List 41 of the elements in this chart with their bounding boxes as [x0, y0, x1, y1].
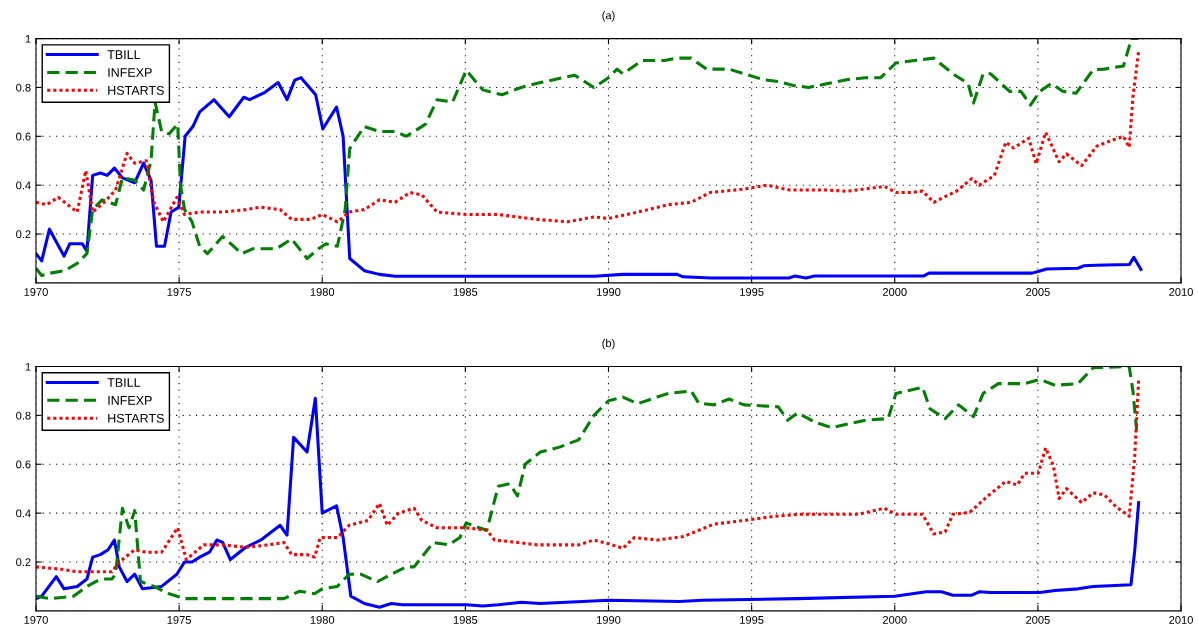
line-series	[35, 366, 1139, 601]
y-tick-label: 0.4	[16, 181, 31, 190]
x-tick-label: 1975	[167, 616, 191, 624]
line-series	[35, 38, 1141, 278]
x-tick-label: 1985	[453, 616, 478, 624]
line-series	[35, 76, 1143, 280]
y-tick-label: 0.6	[16, 132, 31, 141]
x-tick-label: 1970	[24, 616, 48, 624]
y-tick-label: 0.8	[16, 411, 31, 420]
x-tick-label: 1970	[24, 288, 48, 296]
x-tick-label: 2000	[882, 288, 907, 296]
legend-label: HSTARTS	[108, 85, 164, 95]
y-tick-label: 1	[25, 362, 31, 371]
line-series	[35, 49, 1141, 224]
x-tick-label: 1990	[596, 616, 621, 624]
legend-label: INFEXP	[108, 68, 152, 77]
legend-label: HSTARTS	[108, 413, 164, 423]
legend-label: TBILL	[107, 378, 141, 387]
y-tick-label: 1	[25, 34, 31, 43]
chart-title: (b)	[602, 339, 615, 350]
y-tick-label: 0.6	[16, 460, 31, 469]
legend-label: INFEXP	[108, 396, 152, 405]
legend-label: TBILL	[107, 50, 141, 59]
x-tick-label: 1975	[167, 288, 191, 296]
x-tick-label: 1985	[453, 288, 478, 296]
x-tick-label: 2005	[1026, 616, 1050, 624]
x-tick-label: 2005	[1026, 288, 1050, 296]
y-tick-label: 0.8	[16, 83, 31, 92]
x-tick-label: 1980	[310, 616, 335, 624]
chart-title: (a)	[602, 11, 615, 22]
x-tick-label: 2000	[882, 616, 907, 624]
x-tick-label: 1980	[310, 288, 335, 296]
y-tick-label: 0.2	[16, 230, 31, 239]
y-tick-label: 0.2	[16, 558, 31, 567]
x-tick-label: 1995	[740, 616, 764, 624]
y-tick-label: 0.4	[16, 509, 31, 518]
x-tick-label: 1995	[740, 288, 764, 296]
x-tick-label: 1990	[596, 288, 621, 296]
x-tick-label: 2010	[1169, 288, 1193, 296]
x-tick-label: 2010	[1169, 616, 1193, 624]
line-series	[35, 396, 1141, 609]
